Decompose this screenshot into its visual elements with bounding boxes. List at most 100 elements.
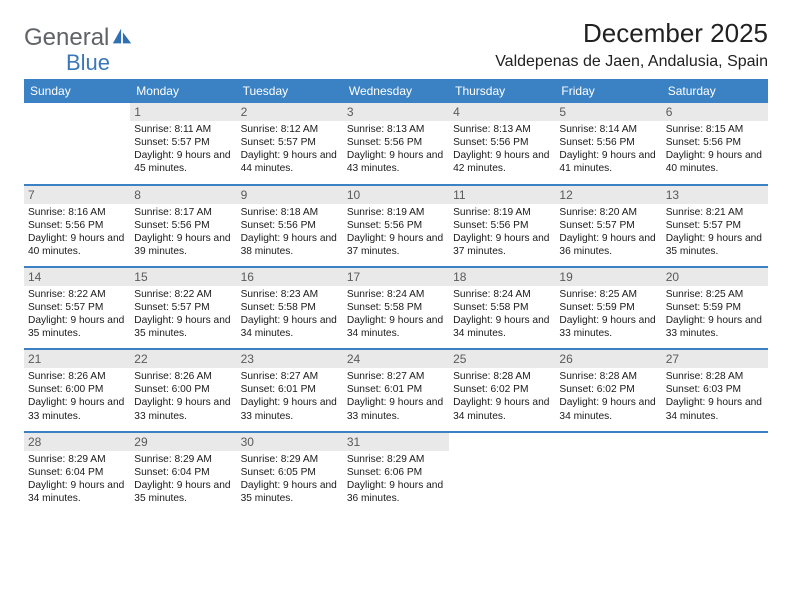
day-number: 24 bbox=[343, 350, 449, 368]
weekday-tuesday: Tuesday bbox=[237, 79, 343, 103]
header: General Blue December 2025 Valdepenas de… bbox=[24, 18, 768, 71]
day-details: Sunrise: 8:24 AMSunset: 5:58 PMDaylight:… bbox=[347, 288, 445, 340]
day-number: 29 bbox=[130, 433, 236, 451]
weekday-friday: Friday bbox=[555, 79, 661, 103]
day-number: 10 bbox=[343, 186, 449, 204]
brand-part1: General bbox=[24, 24, 109, 52]
sail-icon bbox=[111, 26, 133, 46]
day-cell: 31 Sunrise: 8:29 AMSunset: 6:06 PMDayligh… bbox=[343, 432, 449, 514]
day-cell: 6Sunrise: 8:15 AMSunset: 5:56 PMDaylight… bbox=[662, 103, 768, 185]
day-number: 19 bbox=[555, 268, 661, 286]
day-cell: 24 Sunrise: 8:27 AMSunset: 6:01 PMDayligh… bbox=[343, 349, 449, 431]
day-cell: 14 Sunrise: 8:22 AMSunset: 5:57 PMDayligh… bbox=[24, 267, 130, 349]
day-cell: 28Sunrise: 8:29 AMSunset: 6:04 PMDayligh… bbox=[24, 432, 130, 514]
day-details: Sunrise: 8:28 AMSunset: 6:02 PMDaylight:… bbox=[559, 370, 657, 422]
day-details: Sunrise: 8:29 AMSunset: 6:04 PMDaylight:… bbox=[134, 453, 232, 505]
day-details: Sunrise: 8:19 AMSunset: 5:56 PMDaylight:… bbox=[347, 206, 445, 258]
day-details: Sunrise: 8:23 AMSunset: 5:58 PMDaylight:… bbox=[241, 288, 339, 340]
weekday-thursday: Thursday bbox=[449, 79, 555, 103]
day-cell: 7 Sunrise: 8:16 AMSunset: 5:56 PMDaylight… bbox=[24, 185, 130, 267]
day-cell: 9 Sunrise: 8:18 AMSunset: 5:56 PMDaylight… bbox=[237, 185, 343, 267]
day-number: 13 bbox=[662, 186, 768, 204]
week-row: 28Sunrise: 8:29 AMSunset: 6:04 PMDayligh… bbox=[24, 432, 768, 514]
day-number: 25 bbox=[449, 350, 555, 368]
day-cell: 15 Sunrise: 8:22 AMSunset: 5:57 PMDayligh… bbox=[130, 267, 236, 349]
day-number: 1 bbox=[130, 103, 236, 121]
day-cell: 11 Sunrise: 8:19 AMSunset: 5:56 PMDayligh… bbox=[449, 185, 555, 267]
day-details: Sunrise: 8:22 AMSunset: 5:57 PMDaylight:… bbox=[28, 288, 126, 340]
day-cell: 1 Sunrise: 8:11 AMSunset: 5:57 PMDaylight… bbox=[130, 103, 236, 185]
location-label: Valdepenas de Jaen, Andalusia, Spain bbox=[495, 53, 768, 71]
day-number: 2 bbox=[237, 103, 343, 121]
day-cell bbox=[24, 103, 130, 185]
day-number: 8 bbox=[130, 186, 236, 204]
calendar-body: 1 Sunrise: 8:11 AMSunset: 5:57 PMDaylight… bbox=[24, 103, 768, 514]
day-details: Sunrise: 8:27 AMSunset: 6:01 PMDaylight:… bbox=[347, 370, 445, 422]
day-number: 22 bbox=[130, 350, 236, 368]
day-details: Sunrise: 8:27 AMSunset: 6:01 PMDaylight:… bbox=[241, 370, 339, 422]
day-details: Sunrise: 8:14 AMSunset: 5:56 PMDaylight:… bbox=[559, 123, 657, 175]
day-details: Sunrise: 8:11 AMSunset: 5:57 PMDaylight:… bbox=[134, 123, 232, 175]
day-cell: 17Sunrise: 8:24 AMSunset: 5:58 PMDayligh… bbox=[343, 267, 449, 349]
day-cell: 16 Sunrise: 8:23 AMSunset: 5:58 PMDayligh… bbox=[237, 267, 343, 349]
day-details: Sunrise: 8:19 AMSunset: 5:56 PMDaylight:… bbox=[453, 206, 551, 258]
day-details: Sunrise: 8:28 AMSunset: 6:02 PMDaylight:… bbox=[453, 370, 551, 422]
day-details: Sunrise: 8:16 AMSunset: 5:56 PMDaylight:… bbox=[28, 206, 126, 258]
week-row: 21Sunrise: 8:26 AMSunset: 6:00 PMDayligh… bbox=[24, 349, 768, 431]
day-details: Sunrise: 8:22 AMSunset: 5:57 PMDaylight:… bbox=[134, 288, 232, 340]
day-details: Sunrise: 8:25 AMSunset: 5:59 PMDaylight:… bbox=[559, 288, 657, 340]
day-details: Sunrise: 8:29 AMSunset: 6:05 PMDaylight:… bbox=[241, 453, 339, 505]
day-cell bbox=[662, 432, 768, 514]
day-cell: 12 Sunrise: 8:20 AMSunset: 5:57 PMDayligh… bbox=[555, 185, 661, 267]
day-cell: 4Sunrise: 8:13 AMSunset: 5:56 PMDaylight… bbox=[449, 103, 555, 185]
week-row: 14Sunrise: 8:22 AMSunset: 5:57 PMDayligh… bbox=[24, 267, 768, 349]
day-cell: 3 Sunrise: 8:13 AMSunset: 5:56 PMDaylight… bbox=[343, 103, 449, 185]
day-details: Sunrise: 8:20 AMSunset: 5:57 PMDaylight:… bbox=[559, 206, 657, 258]
day-cell: 19 Sunrise: 8:25 AMSunset: 5:59 PMDayligh… bbox=[555, 267, 661, 349]
month-title: December 2025 bbox=[495, 18, 768, 49]
day-cell: 8 Sunrise: 8:17 AMSunset: 5:56 PMDaylight… bbox=[130, 185, 236, 267]
day-details: Sunrise: 8:29 AMSunset: 6:06 PMDaylight:… bbox=[347, 453, 445, 505]
day-cell: 18Sunrise: 8:24 AMSunset: 5:58 PMDayligh… bbox=[449, 267, 555, 349]
day-number: 5 bbox=[555, 103, 661, 121]
day-cell: 22 Sunrise: 8:26 AMSunset: 6:00 PMDayligh… bbox=[130, 349, 236, 431]
day-number: 20 bbox=[662, 268, 768, 286]
day-number: 7 bbox=[24, 186, 130, 204]
day-details: Sunrise: 8:25 AMSunset: 5:59 PMDaylight:… bbox=[666, 288, 764, 340]
day-cell: 30Sunrise: 8:29 AMSunset: 6:05 PMDayligh… bbox=[237, 432, 343, 514]
day-number: 3 bbox=[343, 103, 449, 121]
day-number: 9 bbox=[237, 186, 343, 204]
day-cell bbox=[449, 432, 555, 514]
day-details: Sunrise: 8:21 AMSunset: 5:57 PMDaylight:… bbox=[666, 206, 764, 258]
week-row: 7 Sunrise: 8:16 AMSunset: 5:56 PMDaylight… bbox=[24, 185, 768, 267]
day-number: 11 bbox=[449, 186, 555, 204]
weekday-header-row: SundayMondayTuesdayWednesdayThursdayFrid… bbox=[24, 79, 768, 103]
day-number: 12 bbox=[555, 186, 661, 204]
weekday-wednesday: Wednesday bbox=[343, 79, 449, 103]
day-cell: 23 Sunrise: 8:27 AMSunset: 6:01 PMDayligh… bbox=[237, 349, 343, 431]
day-number: 14 bbox=[24, 268, 130, 286]
day-details: Sunrise: 8:29 AMSunset: 6:04 PMDaylight:… bbox=[28, 453, 126, 505]
day-number: 23 bbox=[237, 350, 343, 368]
weekday-monday: Monday bbox=[130, 79, 236, 103]
day-details: Sunrise: 8:17 AMSunset: 5:56 PMDaylight:… bbox=[134, 206, 232, 258]
day-cell: 10 Sunrise: 8:19 AMSunset: 5:56 PMDayligh… bbox=[343, 185, 449, 267]
day-cell: 5 Sunrise: 8:14 AMSunset: 5:56 PMDaylight… bbox=[555, 103, 661, 185]
brand-logo: General Blue bbox=[24, 18, 133, 52]
day-details: Sunrise: 8:26 AMSunset: 6:00 PMDaylight:… bbox=[28, 370, 126, 422]
day-details: Sunrise: 8:26 AMSunset: 6:00 PMDaylight:… bbox=[134, 370, 232, 422]
day-details: Sunrise: 8:13 AMSunset: 5:56 PMDaylight:… bbox=[347, 123, 445, 175]
weekday-sunday: Sunday bbox=[24, 79, 130, 103]
day-details: Sunrise: 8:15 AMSunset: 5:56 PMDaylight:… bbox=[666, 123, 764, 175]
day-cell: 26 Sunrise: 8:28 AMSunset: 6:02 PMDayligh… bbox=[555, 349, 661, 431]
day-cell: 25 Sunrise: 8:28 AMSunset: 6:02 PMDayligh… bbox=[449, 349, 555, 431]
day-number: 16 bbox=[237, 268, 343, 286]
title-block: December 2025 Valdepenas de Jaen, Andalu… bbox=[495, 18, 768, 71]
day-details: Sunrise: 8:13 AMSunset: 5:56 PMDaylight:… bbox=[453, 123, 551, 175]
day-details: Sunrise: 8:18 AMSunset: 5:56 PMDaylight:… bbox=[241, 206, 339, 258]
day-number: 15 bbox=[130, 268, 236, 286]
day-number: 31 bbox=[343, 433, 449, 451]
day-cell bbox=[555, 432, 661, 514]
day-cell: 27Sunrise: 8:28 AMSunset: 6:03 PMDayligh… bbox=[662, 349, 768, 431]
day-number: 26 bbox=[555, 350, 661, 368]
